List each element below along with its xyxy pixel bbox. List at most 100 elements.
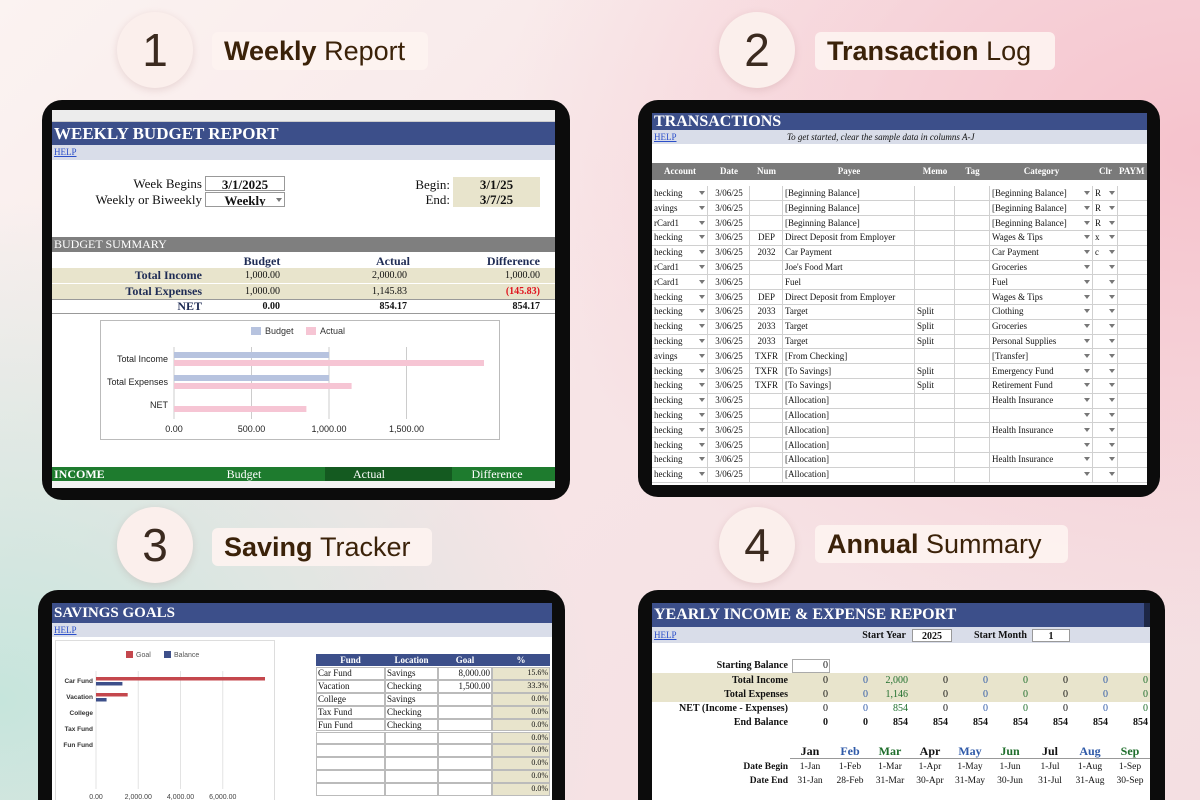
table-cell [316, 731, 385, 745]
cell-border [914, 348, 915, 364]
cell-border [707, 200, 708, 216]
cell-border [1117, 408, 1118, 423]
cell: 3/06/25 [715, 365, 743, 376]
summary-value: 1,000.00 [245, 285, 280, 297]
x-tick-label: 6,000.00 [209, 794, 236, 800]
cell: Fuel [992, 276, 1009, 287]
table-cell [385, 731, 438, 745]
cell-border [707, 230, 708, 246]
summary-bar [52, 237, 555, 252]
date-begin: 1-Aug [1077, 762, 1103, 772]
cell: Direct Deposit from Employer [785, 291, 896, 302]
cell-border [1092, 245, 1093, 260]
cell-border [954, 363, 955, 379]
cell-border [749, 289, 750, 305]
cell: Split [917, 306, 935, 317]
row-line [652, 348, 1147, 350]
cell-border [782, 230, 783, 246]
dropdown-arrow [699, 427, 705, 432]
cell-border [914, 304, 915, 320]
dropdown-arrow [699, 353, 705, 358]
field-label: Week Begins [133, 176, 202, 191]
cell-border [1092, 452, 1093, 468]
column-header: Memo [922, 166, 948, 176]
help-row [652, 130, 1147, 144]
cell-border [914, 393, 915, 408]
table-value: 0.0% [531, 784, 548, 794]
help-row [52, 145, 555, 160]
cell-border [914, 274, 915, 290]
cell: 2032 [757, 247, 776, 258]
table-value: 0.0% [531, 693, 548, 703]
input-box [792, 659, 830, 673]
row-line [652, 392, 1147, 394]
date-end: 31-Jul [1038, 776, 1062, 786]
cell: Retirement Fund [992, 380, 1053, 391]
cell-border [989, 215, 990, 231]
row-line [652, 333, 1147, 335]
table-cell [385, 667, 438, 680]
table-header: Fund [340, 655, 361, 665]
cell-border [707, 348, 708, 364]
month-name: Jan [790, 744, 830, 759]
cell-border [1117, 363, 1118, 379]
x-tick-label: 1,000.00 [311, 424, 346, 434]
cell: Clothing [992, 306, 1024, 317]
row-value: 0 [1063, 675, 1068, 686]
table-cell [492, 770, 550, 784]
row-value: 0 [1103, 703, 1108, 714]
row-value: 0 [1143, 675, 1148, 686]
legend-label: Actual [320, 326, 345, 336]
table-cell [385, 744, 438, 758]
cell: avings [654, 350, 678, 361]
column-header-strip [52, 110, 555, 122]
title-bar [52, 603, 552, 623]
cell-border [749, 437, 750, 453]
sheet-title: YEARLY INCOME & EXPENSE REPORT [654, 606, 957, 623]
x-tick-label: 500.00 [238, 424, 266, 434]
cell: DEP [757, 232, 775, 243]
table-cell [438, 667, 492, 680]
table-cell [492, 692, 550, 706]
cell-border [954, 467, 955, 482]
cell-border [1117, 260, 1118, 275]
section-label-space [313, 532, 321, 562]
cell: 20 [1120, 452, 1147, 467]
cell-border [914, 230, 915, 246]
dropdown-arrow [1084, 368, 1090, 373]
cell-border [782, 186, 783, 201]
cell-border [914, 408, 915, 423]
savings-chart: Goal Balance 0.00 2,000.00 4,000.00 6,000.00 C… [63, 651, 265, 800]
bar [96, 693, 128, 697]
row-value: 0 [1063, 703, 1068, 714]
row-value: 854 [1133, 717, 1148, 728]
cell-border [782, 200, 783, 216]
title-bar-end [1144, 603, 1150, 627]
cell-border [782, 422, 783, 438]
bar [96, 682, 123, 686]
dropdown-arrow [699, 324, 705, 329]
sheet-title: TRANSACTIONS [654, 113, 782, 130]
date-begin: 1-Feb [838, 762, 862, 772]
row-line [652, 407, 1147, 409]
x-tick-label: 4,000.00 [167, 794, 194, 800]
date-end: 28-Feb [836, 776, 864, 786]
table-value: Vacation [318, 680, 350, 691]
cell-border [989, 200, 990, 216]
date-end: 31-May [954, 776, 986, 786]
cell-border [1117, 289, 1118, 305]
row-value: 0 [1103, 689, 1108, 700]
cell: 3/06/25 [715, 380, 743, 391]
cell-border [954, 260, 955, 275]
cell: R [1095, 202, 1102, 213]
date-begin: 1-Jul [1040, 762, 1060, 772]
summary-value: 854.17 [379, 301, 408, 312]
cell-border [749, 186, 750, 201]
cell-border [914, 186, 915, 201]
cell-border [707, 319, 708, 334]
row-value: 854 [933, 717, 948, 728]
row-value: 0 [823, 660, 828, 671]
cell-border [749, 230, 750, 246]
dropdown-arrow [1109, 220, 1115, 225]
row-line [652, 215, 1147, 217]
